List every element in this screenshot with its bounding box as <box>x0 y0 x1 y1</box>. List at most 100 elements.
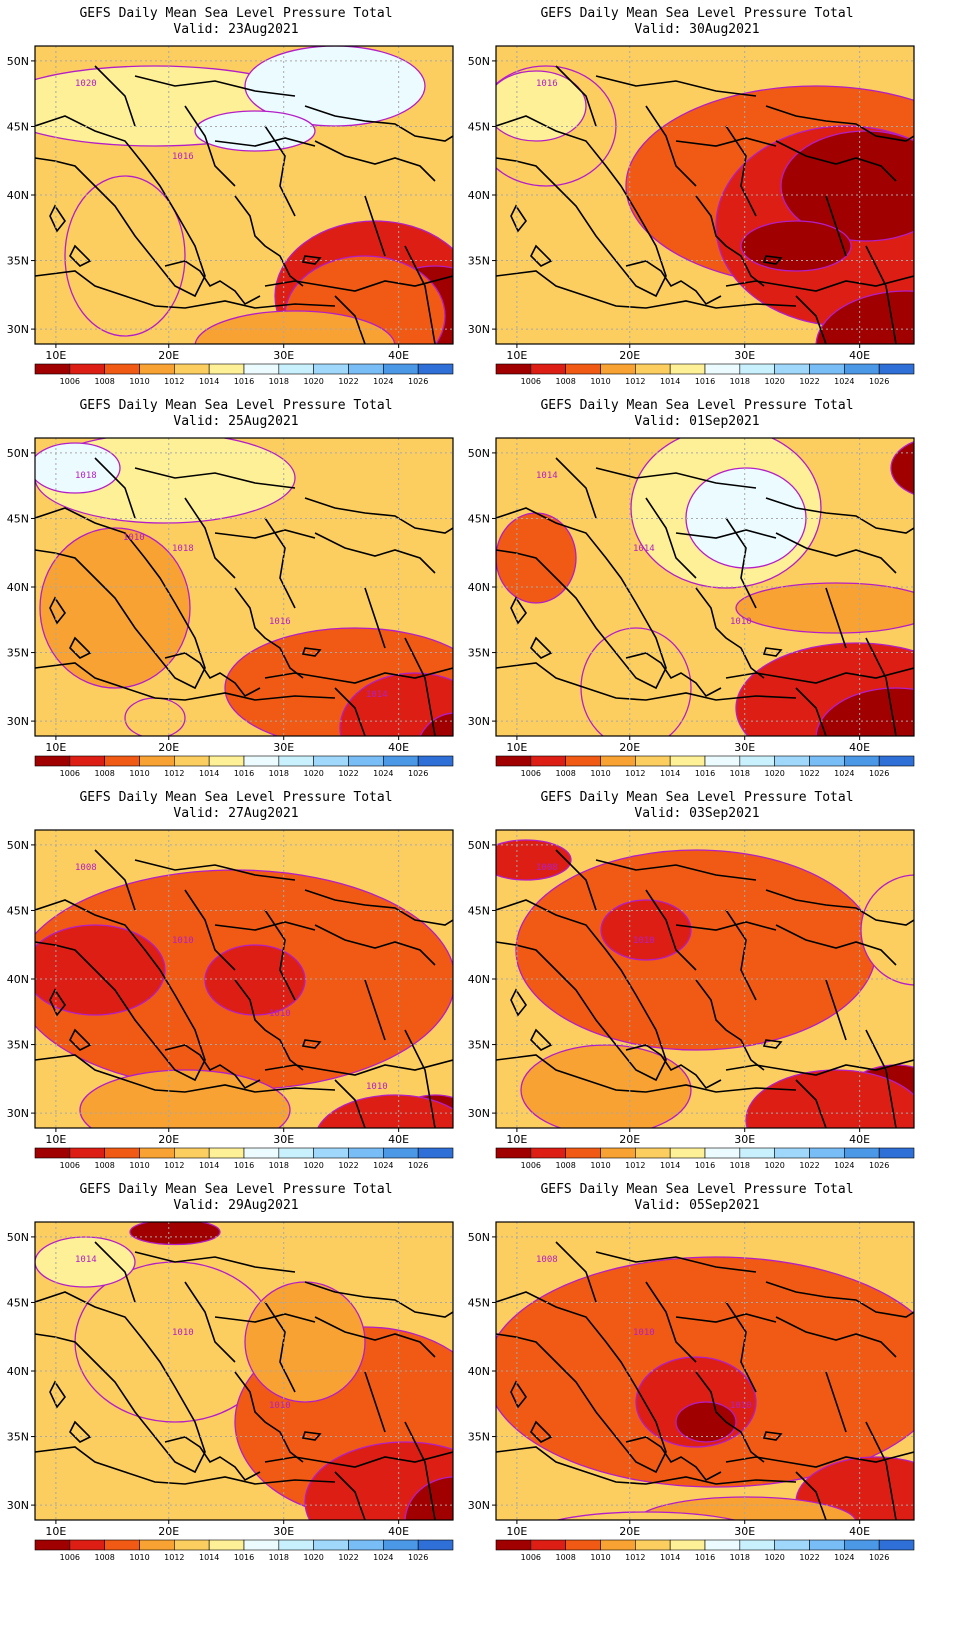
coastline <box>496 899 667 1082</box>
latitude-label: 30N <box>468 1107 490 1120</box>
colorbar-label: 1008 <box>555 1553 575 1562</box>
coastline <box>69 244 92 267</box>
colorbar-swatch <box>739 1539 775 1551</box>
pressure-map: 1014 1014 1010 50N 45N 40N 35N 30N 10E 20E 30E 40E 1… <box>468 437 915 778</box>
coastline <box>35 1446 336 1485</box>
pressure-contour-region <box>244 1281 366 1403</box>
colorbar-swatch <box>243 1539 280 1551</box>
valid-date: Valid: 30Aug2021 <box>634 22 760 37</box>
colorbar-label: 1026 <box>869 1553 889 1562</box>
colorbar-swatch <box>383 1147 419 1159</box>
contour-label: 1018 <box>172 544 194 554</box>
colorbar-swatch <box>565 755 601 767</box>
colorbar-swatch <box>348 755 384 767</box>
coastline <box>94 65 136 127</box>
pressure-contour-region <box>496 70 587 142</box>
coastline <box>765 889 914 926</box>
colorbar-label: 1022 <box>338 1161 358 1170</box>
pressure-contour-region <box>515 849 877 1051</box>
colorbar-swatch <box>530 1147 566 1159</box>
coastline <box>765 105 914 142</box>
pressure-map: 1020 1016 50N 45N 40N 35N 30N 10E 20E 30E 40E 1006 1… <box>7 45 454 386</box>
coastline <box>795 1079 827 1128</box>
coastline <box>314 140 436 182</box>
coastline <box>625 1044 722 1090</box>
longitude-label: 10E <box>45 1525 66 1538</box>
longitude-label: 20E <box>619 1525 640 1538</box>
pressure-contour-region <box>735 582 914 634</box>
colorbar-label: 1026 <box>408 1553 428 1562</box>
colorbar-label: 1016 <box>695 1553 715 1562</box>
panel-title: GEFS Daily Mean Sea Level Pressure Total <box>540 790 854 805</box>
pressure-contour-region <box>194 310 396 344</box>
coastline <box>134 859 296 881</box>
contour-label: 1018 <box>75 471 97 481</box>
colorbar-label: 1024 <box>834 1553 854 1562</box>
colorbar-swatch <box>809 1147 845 1159</box>
colorbar-swatch <box>69 1147 105 1159</box>
colorbar-label: 1012 <box>164 1161 184 1170</box>
latitude-label: 30N <box>468 1499 490 1512</box>
colorbar-label: 1014 <box>660 377 680 386</box>
colorbar-label: 1018 <box>269 1553 289 1562</box>
colorbar-label: 1026 <box>869 769 889 778</box>
coastline <box>595 75 757 97</box>
colorbar-label: 1010 <box>129 1553 149 1562</box>
colorbar-label: 1008 <box>555 377 575 386</box>
coastline <box>301 647 322 657</box>
colorbar-label: 1010 <box>129 377 149 386</box>
colorbar-swatch <box>243 1147 280 1159</box>
contour-label: 1014 <box>75 1255 97 1265</box>
map-panel: 1018 1018 1016 1014 1010 50N 45N 40N 35N 30N 10E 20… <box>0 392 472 802</box>
pressure-map: 1008 1010 1010 50N 45N 40N 35N 30N 10E 20E 30E 40E 1… <box>468 1221 915 1562</box>
coastline <box>645 105 697 187</box>
panel-title: GEFS Daily Mean Sea Level Pressure Total <box>540 6 854 21</box>
colorbar-label: 1018 <box>730 1553 750 1562</box>
panel-title: GEFS Daily Mean Sea Level Pressure Total <box>540 1182 854 1197</box>
colorbar-label: 1026 <box>408 769 428 778</box>
latitude-label: 45N <box>7 904 29 917</box>
colorbar-swatch <box>565 1539 601 1551</box>
colorbar-swatch <box>417 363 454 375</box>
coastline <box>35 270 336 309</box>
colorbar-swatch <box>809 1539 845 1551</box>
coastline-layer <box>496 1241 914 1520</box>
colorbar-label: 1020 <box>303 1553 323 1562</box>
colorbar-swatch <box>844 1539 880 1551</box>
colorbar-swatch <box>530 755 566 767</box>
latitude-label: 30N <box>7 323 29 336</box>
coastline <box>264 1451 453 1468</box>
colorbar-swatch <box>704 363 741 375</box>
colorbar-label: 1008 <box>94 769 114 778</box>
colorbar-label: 1022 <box>799 769 819 778</box>
panel-title: GEFS Daily Mean Sea Level Pressure Total <box>79 1182 393 1197</box>
colorbar-swatch <box>774 1539 810 1551</box>
colorbar-swatch <box>600 1147 636 1159</box>
latitude-label: 50N <box>468 55 490 68</box>
pressure-contour-region <box>194 110 316 152</box>
latitude-label: 40N <box>468 973 490 986</box>
coastline-layer <box>35 1241 453 1520</box>
coastline <box>134 467 296 489</box>
colorbar-label: 1008 <box>94 377 114 386</box>
coastline <box>264 1059 453 1076</box>
pressure-contour-region <box>675 1401 737 1443</box>
colorbar-swatch <box>34 1539 71 1551</box>
latitude-label: 50N <box>7 839 29 852</box>
colorbar-swatch <box>669 363 706 375</box>
pressure-map: 1008 1010 50N 45N 40N 35N 30N 10E 20E 30E 40E 1006 1… <box>468 829 915 1170</box>
latitude-label: 35N <box>468 255 490 268</box>
coastline <box>301 1039 322 1049</box>
latitude-label: 45N <box>468 904 490 917</box>
pressure-contour-region <box>600 899 692 961</box>
colorbar-label: 1024 <box>373 377 393 386</box>
coastline <box>334 1079 366 1128</box>
latitude-label: 30N <box>7 1107 29 1120</box>
colorbar-swatch <box>243 755 280 767</box>
pressure-contour-region <box>740 220 852 272</box>
longitude-label: 20E <box>158 1525 179 1538</box>
pressure-contour-region <box>35 442 121 494</box>
colorbar-label: 1020 <box>764 769 784 778</box>
colorbar-label: 1006 <box>60 1161 80 1170</box>
